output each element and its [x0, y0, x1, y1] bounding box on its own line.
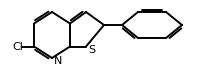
Text: S: S — [88, 45, 95, 55]
Text: Cl: Cl — [13, 42, 24, 51]
Text: N: N — [54, 56, 62, 65]
